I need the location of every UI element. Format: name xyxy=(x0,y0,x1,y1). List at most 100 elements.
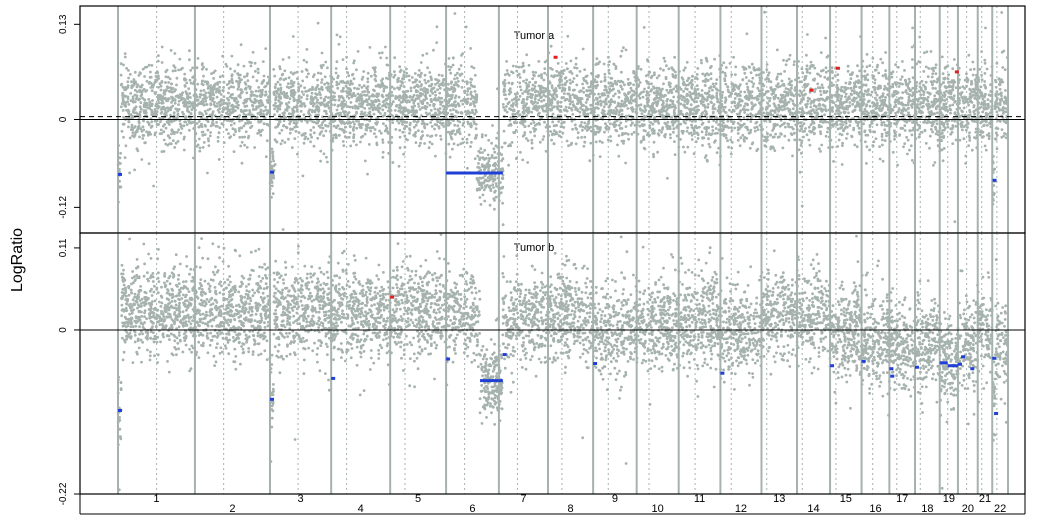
probe-point xyxy=(984,26,987,30)
probe-point xyxy=(824,134,828,138)
probe-point xyxy=(319,149,323,153)
probe-point xyxy=(475,187,479,191)
probe-point xyxy=(969,99,972,102)
probe-point xyxy=(428,112,431,115)
probe-point xyxy=(982,123,986,127)
probe-point xyxy=(967,97,970,101)
probe-point xyxy=(253,93,256,97)
probe-point xyxy=(910,133,914,137)
probe-point xyxy=(944,105,948,109)
probe-point xyxy=(926,95,930,99)
probe-point xyxy=(602,105,606,109)
probe-point xyxy=(604,122,607,125)
probe-point xyxy=(768,99,771,103)
probe-point xyxy=(792,102,795,106)
probe-point xyxy=(576,102,579,106)
probe-point xyxy=(198,95,202,99)
probe-point xyxy=(201,133,205,137)
probe-point xyxy=(932,103,935,107)
probe-point xyxy=(361,90,365,94)
probe-point xyxy=(647,112,651,116)
probe-point xyxy=(836,145,840,148)
probe-point xyxy=(550,138,553,142)
probe-point xyxy=(711,129,715,132)
probe-point xyxy=(467,133,471,137)
probe-point xyxy=(867,99,871,103)
probe-point xyxy=(398,146,402,150)
probe-point xyxy=(122,63,125,67)
probe-point xyxy=(706,95,710,99)
probe-point xyxy=(542,78,546,82)
probe-point xyxy=(222,101,226,105)
probe-point xyxy=(399,119,403,123)
probe-point xyxy=(229,85,233,88)
probe-point xyxy=(458,120,462,124)
probe-point xyxy=(385,85,389,89)
probe-point xyxy=(983,83,986,87)
probe-point xyxy=(655,76,659,80)
probe-point xyxy=(262,79,266,82)
probe-point xyxy=(251,103,254,107)
probe-point xyxy=(620,70,623,74)
probe-point xyxy=(875,65,879,69)
probe-point xyxy=(215,124,219,128)
panel-tumor-a: Tumor a 0.130-0.12 xyxy=(58,5,1026,234)
probe-point xyxy=(471,108,474,112)
probe-point xyxy=(305,60,309,64)
probe-point xyxy=(804,92,807,96)
probe-point xyxy=(880,132,884,136)
probe-point xyxy=(568,94,572,98)
probe-point xyxy=(739,136,743,140)
probe-point xyxy=(537,74,541,78)
probe-point xyxy=(273,74,277,78)
probe-point xyxy=(715,120,718,124)
probe-point xyxy=(833,112,837,116)
probe-point xyxy=(962,125,966,129)
probe-point xyxy=(776,123,779,127)
probe-point xyxy=(145,89,149,92)
probe-point xyxy=(380,82,384,85)
probe-point xyxy=(343,135,347,139)
probe-point xyxy=(366,80,370,84)
probe-point xyxy=(423,98,426,102)
probe-point xyxy=(159,108,163,111)
probe-point xyxy=(456,80,460,83)
probe-point xyxy=(283,141,287,144)
probe-point xyxy=(741,108,745,111)
probe-point xyxy=(141,137,145,140)
probe-point xyxy=(142,134,146,137)
probe-point xyxy=(504,105,508,108)
probe-point xyxy=(998,119,1002,123)
probe-point xyxy=(469,47,472,50)
probe-point xyxy=(765,68,769,72)
probe-point xyxy=(763,144,767,148)
probe-point xyxy=(845,137,848,140)
probe-point xyxy=(278,100,281,103)
probe-point xyxy=(339,111,342,115)
probe-point xyxy=(942,81,945,84)
probe-point xyxy=(370,99,373,103)
probe-point xyxy=(696,87,700,91)
probe-point xyxy=(710,101,713,104)
probe-point xyxy=(733,83,737,87)
probe-point xyxy=(714,127,718,130)
probe-point xyxy=(974,136,978,140)
probe-point xyxy=(225,128,229,132)
probe-point xyxy=(361,112,365,116)
probe-point xyxy=(782,58,785,62)
probe-point xyxy=(900,101,903,105)
probe-point xyxy=(897,85,901,88)
probe-point xyxy=(644,129,647,133)
probe-point xyxy=(774,132,777,136)
probe-point xyxy=(616,101,620,105)
probe-point xyxy=(644,74,648,78)
probe-point xyxy=(835,123,839,127)
probe-point xyxy=(493,169,496,172)
probe-point xyxy=(128,73,132,76)
probe-point xyxy=(558,86,562,90)
probe-point xyxy=(159,88,163,92)
probe-point xyxy=(175,83,178,87)
probe-point xyxy=(422,125,426,128)
probe-point xyxy=(216,108,220,112)
probe-point xyxy=(683,150,687,154)
